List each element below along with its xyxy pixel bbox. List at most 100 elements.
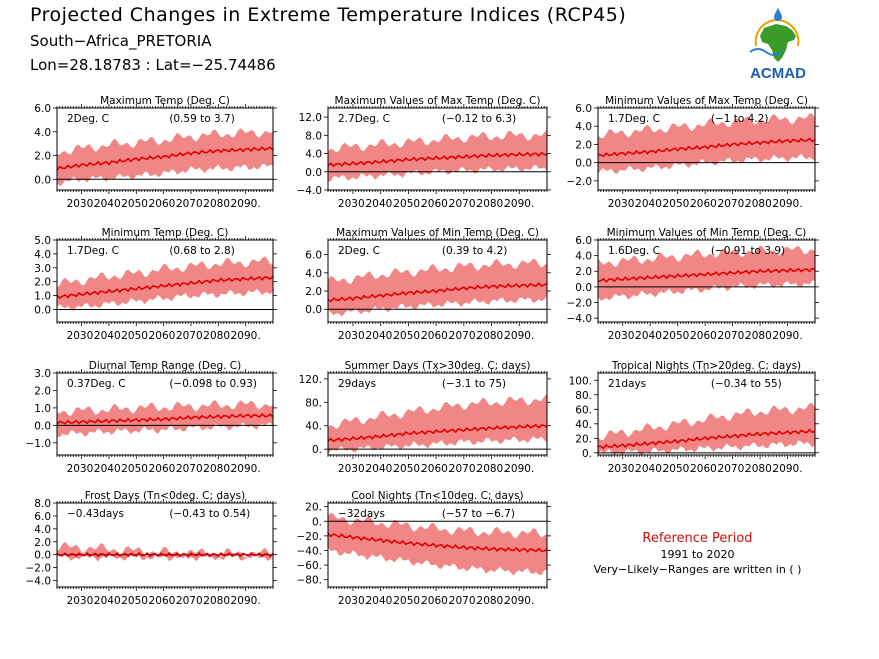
panel-title: Tropical Nights (Tn>20deg. C; days)	[611, 360, 801, 372]
sun-rays-icon	[754, 18, 800, 47]
panel-title: Minimum Values of Min Temp (Deg. C)	[607, 227, 807, 239]
likely-range-label: (−3.1 to 75)	[442, 378, 506, 390]
x-tick-label: 2030.	[338, 198, 368, 210]
y-tick-label: 4.0	[575, 121, 592, 133]
chart-panel-2: 2030.2040.2050.2060.2070.2080.2090. 6.0 4.…	[567, 95, 819, 210]
likely-range-label: (−0.34 to 55)	[711, 378, 782, 390]
y-tick-label: 40.	[575, 419, 592, 431]
y-tick-label: 0.0	[34, 550, 51, 562]
x-tick-label: 2050.	[121, 463, 151, 475]
y-tick-label: 2.0	[575, 266, 592, 278]
x-tick-label: 2090.	[773, 330, 803, 342]
x-tick-label: 2040.	[635, 198, 665, 210]
y-tick-label: 2.0	[305, 286, 322, 298]
median-line	[597, 267, 816, 283]
y-tick-label: 0.0	[34, 420, 51, 432]
x-tick-label: 2040.	[366, 595, 396, 607]
chart-panel-1: 2030.2040.2050.2060.2070.2080.2090. 12.0 8…	[297, 95, 551, 210]
y-tick-label: 0.	[312, 444, 322, 456]
x-tick-label: 2030.	[338, 330, 368, 342]
x-tick-label: 2080.	[477, 463, 507, 475]
x-tick-label: 2050.	[393, 463, 423, 475]
y-tick-label: 0.0	[575, 282, 592, 294]
likely-range-label: (−57 to −6.7)	[442, 508, 515, 520]
median-line	[56, 275, 274, 299]
likely-range-label: (0.59 to 3.7)	[169, 113, 235, 125]
x-tick-label: 2050.	[121, 198, 151, 210]
median-line	[56, 551, 274, 558]
x-tick-label: 2080.	[745, 330, 775, 342]
panel-title: Diurnal Temp Range (Deg. C)	[89, 360, 241, 372]
x-tick-label: 2030.	[67, 463, 97, 475]
plot-frame	[327, 502, 548, 588]
x-tick-label: 2080.	[745, 463, 775, 475]
y-tick-label: 0.0	[34, 174, 51, 186]
plot-frame	[56, 372, 274, 456]
y-tick-label: 0.	[312, 516, 322, 528]
y-tick-label: −20.	[297, 531, 323, 543]
panel-title: Minimum Values of Max Temp (Deg. C)	[605, 95, 808, 107]
x-tick-label: 2070.	[718, 330, 748, 342]
x-tick-label: 2060.	[149, 595, 179, 607]
likely-range-label: (−0.098 to 0.93)	[169, 378, 257, 390]
x-tick-label: 2060.	[421, 330, 451, 342]
chart-panel-10: 2030.2040.2050.2060.2070.2080.2090. 20. 0.…	[297, 490, 551, 607]
y-tick-label: 2.0	[34, 151, 51, 163]
y-tick-label: −2.0	[567, 176, 593, 188]
reference-period-note: Very−Likely−Ranges are written in ( )	[593, 563, 802, 576]
median-value-label: 1.7Deg. C	[608, 113, 660, 125]
x-tick-label: 2050.	[663, 198, 693, 210]
median-value-label: 21days	[608, 378, 646, 390]
y-tick-label: 4.0	[305, 149, 322, 161]
x-tick-label: 2040.	[635, 330, 665, 342]
uncertainty-band	[328, 512, 547, 576]
panel-title: Summer Days (Tx>30deg. C; days)	[345, 360, 531, 372]
likely-range-label: (−0.91 to 3.9)	[711, 245, 785, 257]
x-tick-label: 2060.	[149, 198, 179, 210]
y-tick-label: 6.0	[34, 103, 51, 115]
x-tick-label: 2090.	[504, 198, 534, 210]
x-tick-label: 2060.	[690, 330, 720, 342]
y-tick-label: −4.0	[26, 576, 52, 588]
median-line	[597, 137, 816, 158]
chart-panel-8: 2030.2040.2050.2060.2070.2080.2090. 100. 8…	[569, 360, 819, 475]
location-label: South−Africa_PRETORIA	[30, 32, 212, 50]
y-tick-label: 0.0	[575, 158, 592, 170]
y-tick-label: 1.0	[34, 291, 51, 303]
wave-icon	[749, 48, 783, 56]
x-tick-label: 2080.	[745, 198, 775, 210]
x-tick-label: 2090.	[504, 595, 534, 607]
x-tick-label: 2070.	[449, 595, 479, 607]
x-tick-label: 2040.	[366, 330, 396, 342]
median-value-label: 1.6Deg. C	[608, 245, 660, 257]
x-tick-label: 2070.	[176, 330, 206, 342]
chart-panel-7: 2030.2040.2050.2060.2070.2080.2090. 120. 8…	[299, 360, 551, 475]
coordinates-label: Lon=28.18783 : Lat=−25.74486	[30, 56, 276, 74]
droplet-icon	[774, 8, 782, 21]
x-tick-label: 2060.	[421, 198, 451, 210]
x-tick-label: 2040.	[366, 198, 396, 210]
y-tick-label: 2.0	[34, 537, 51, 549]
x-tick-label: 2090.	[504, 463, 534, 475]
y-tick-label: 2.0	[34, 385, 51, 397]
reference-period-title: Reference Period	[642, 531, 753, 546]
x-tick-label: 2040.	[94, 463, 124, 475]
median-value-label: 0.37Deg. C	[67, 378, 126, 390]
y-tick-label: 100.	[569, 375, 592, 387]
median-line	[327, 151, 548, 168]
y-tick-label: 6.0	[305, 250, 322, 262]
x-tick-label: 2080.	[203, 198, 233, 210]
median-line	[327, 532, 548, 553]
x-tick-label: 2070.	[449, 198, 479, 210]
x-tick-label: 2090.	[231, 330, 261, 342]
x-tick-label: 2060.	[421, 463, 451, 475]
panel-title: Frost Days (Tn<0deg. C; days)	[85, 490, 245, 502]
x-tick-label: 2050.	[393, 330, 423, 342]
x-tick-label: 2080.	[477, 198, 507, 210]
uncertainty-band	[57, 128, 273, 187]
y-tick-label: 8.0	[305, 130, 322, 142]
chart-panel-0: 2030.2040.2050.2060.2070.2080.2090. 6.0 4.…	[34, 95, 277, 210]
x-tick-label: 2060.	[149, 330, 179, 342]
likely-range-label: (0.68 to 2.8)	[169, 245, 235, 257]
